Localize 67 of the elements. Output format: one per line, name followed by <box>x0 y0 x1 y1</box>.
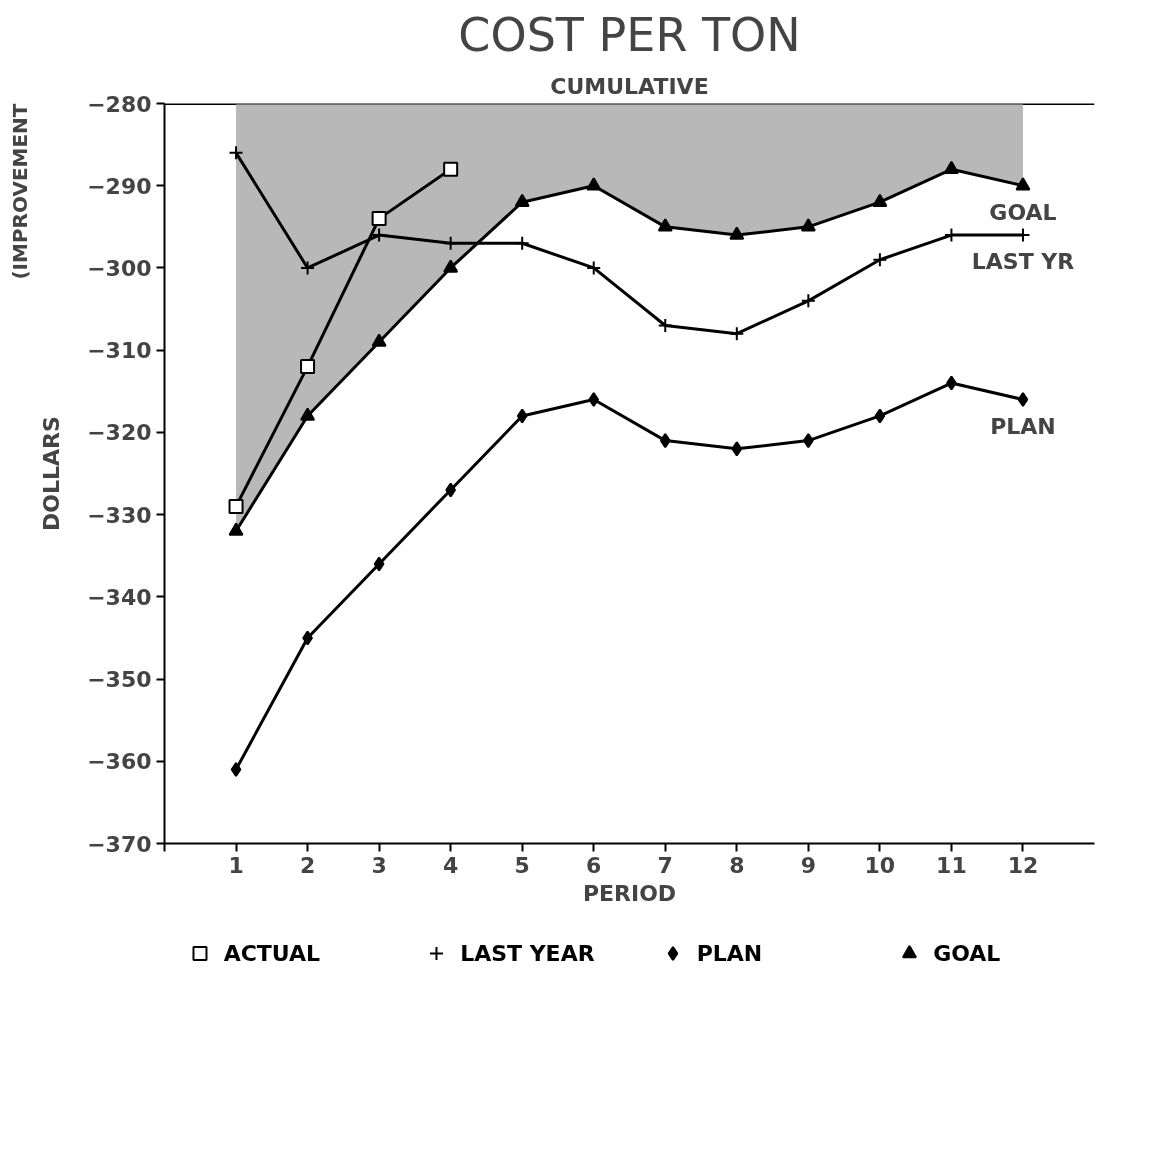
text: (IMPROVEMENT <box>7 103 32 280</box>
point <box>872 193 888 207</box>
legend-label: LAST YEAR <box>460 941 595 966</box>
point <box>371 211 387 227</box>
x-tick-label: 11 <box>936 852 967 878</box>
point <box>657 318 673 333</box>
legend-label: ACTUAL <box>223 941 321 966</box>
annotation: GOAL <box>989 199 1057 225</box>
point <box>588 392 600 407</box>
point <box>228 145 244 161</box>
y-tick-label: −330 <box>87 502 152 528</box>
x-tick-label: 6 <box>586 852 602 878</box>
legend-label: PLAN <box>696 941 763 966</box>
x-tick-label: 8 <box>729 852 745 878</box>
y-axis-title: DOLLARS <box>39 416 65 531</box>
point <box>800 293 816 309</box>
point <box>586 177 602 191</box>
y-tick-label: −370 <box>87 831 152 857</box>
point <box>443 161 459 177</box>
point <box>371 333 387 347</box>
point <box>443 235 459 251</box>
point <box>300 407 316 421</box>
point <box>943 160 959 175</box>
x-tick-label: 9 <box>800 852 816 878</box>
point <box>1015 177 1031 191</box>
point <box>729 226 745 240</box>
point <box>1017 392 1029 407</box>
x-axis-title: PERIOD <box>582 880 677 906</box>
x-tick-label: 2 <box>299 852 316 878</box>
x-tick-label: 7 <box>657 852 673 878</box>
y-tick-label: −310 <box>87 338 152 364</box>
y-tick-label: −340 <box>87 584 152 610</box>
y-tick-label: −300 <box>87 255 152 281</box>
point <box>516 408 528 424</box>
annotation: PLAN <box>990 413 1056 439</box>
point <box>228 498 244 514</box>
point <box>443 259 459 273</box>
y-tick-label: −320 <box>87 420 152 446</box>
legend-label: GOAL <box>933 941 1001 966</box>
point <box>731 441 743 457</box>
point <box>659 433 671 449</box>
point <box>514 235 530 251</box>
y-tick-label: −280 <box>87 91 152 117</box>
point <box>514 193 530 207</box>
point <box>874 408 886 424</box>
x-tick-label: 12 <box>1007 852 1039 878</box>
point <box>872 252 888 268</box>
point <box>371 227 387 243</box>
point <box>373 556 385 572</box>
x-tick-label: 1 <box>228 852 244 878</box>
annotation: LAST YR <box>971 249 1075 275</box>
point <box>586 260 602 276</box>
y-tick-label: −290 <box>87 173 152 199</box>
point <box>800 218 816 232</box>
point <box>657 218 673 232</box>
point <box>300 359 316 375</box>
y-tick-label: −360 <box>87 749 152 775</box>
x-tick-label: 10 <box>864 852 896 878</box>
y-tick-label: −350 <box>87 667 152 693</box>
x-tick-label: 3 <box>371 852 387 878</box>
point <box>729 326 745 342</box>
x-tick-label: 5 <box>514 852 530 878</box>
point <box>300 260 316 276</box>
point <box>230 762 242 777</box>
chart-subtitle: CUMULATIVE <box>550 73 709 99</box>
chart-title: COST PER TON <box>458 7 801 62</box>
x-tick-label: 4 <box>443 852 459 878</box>
